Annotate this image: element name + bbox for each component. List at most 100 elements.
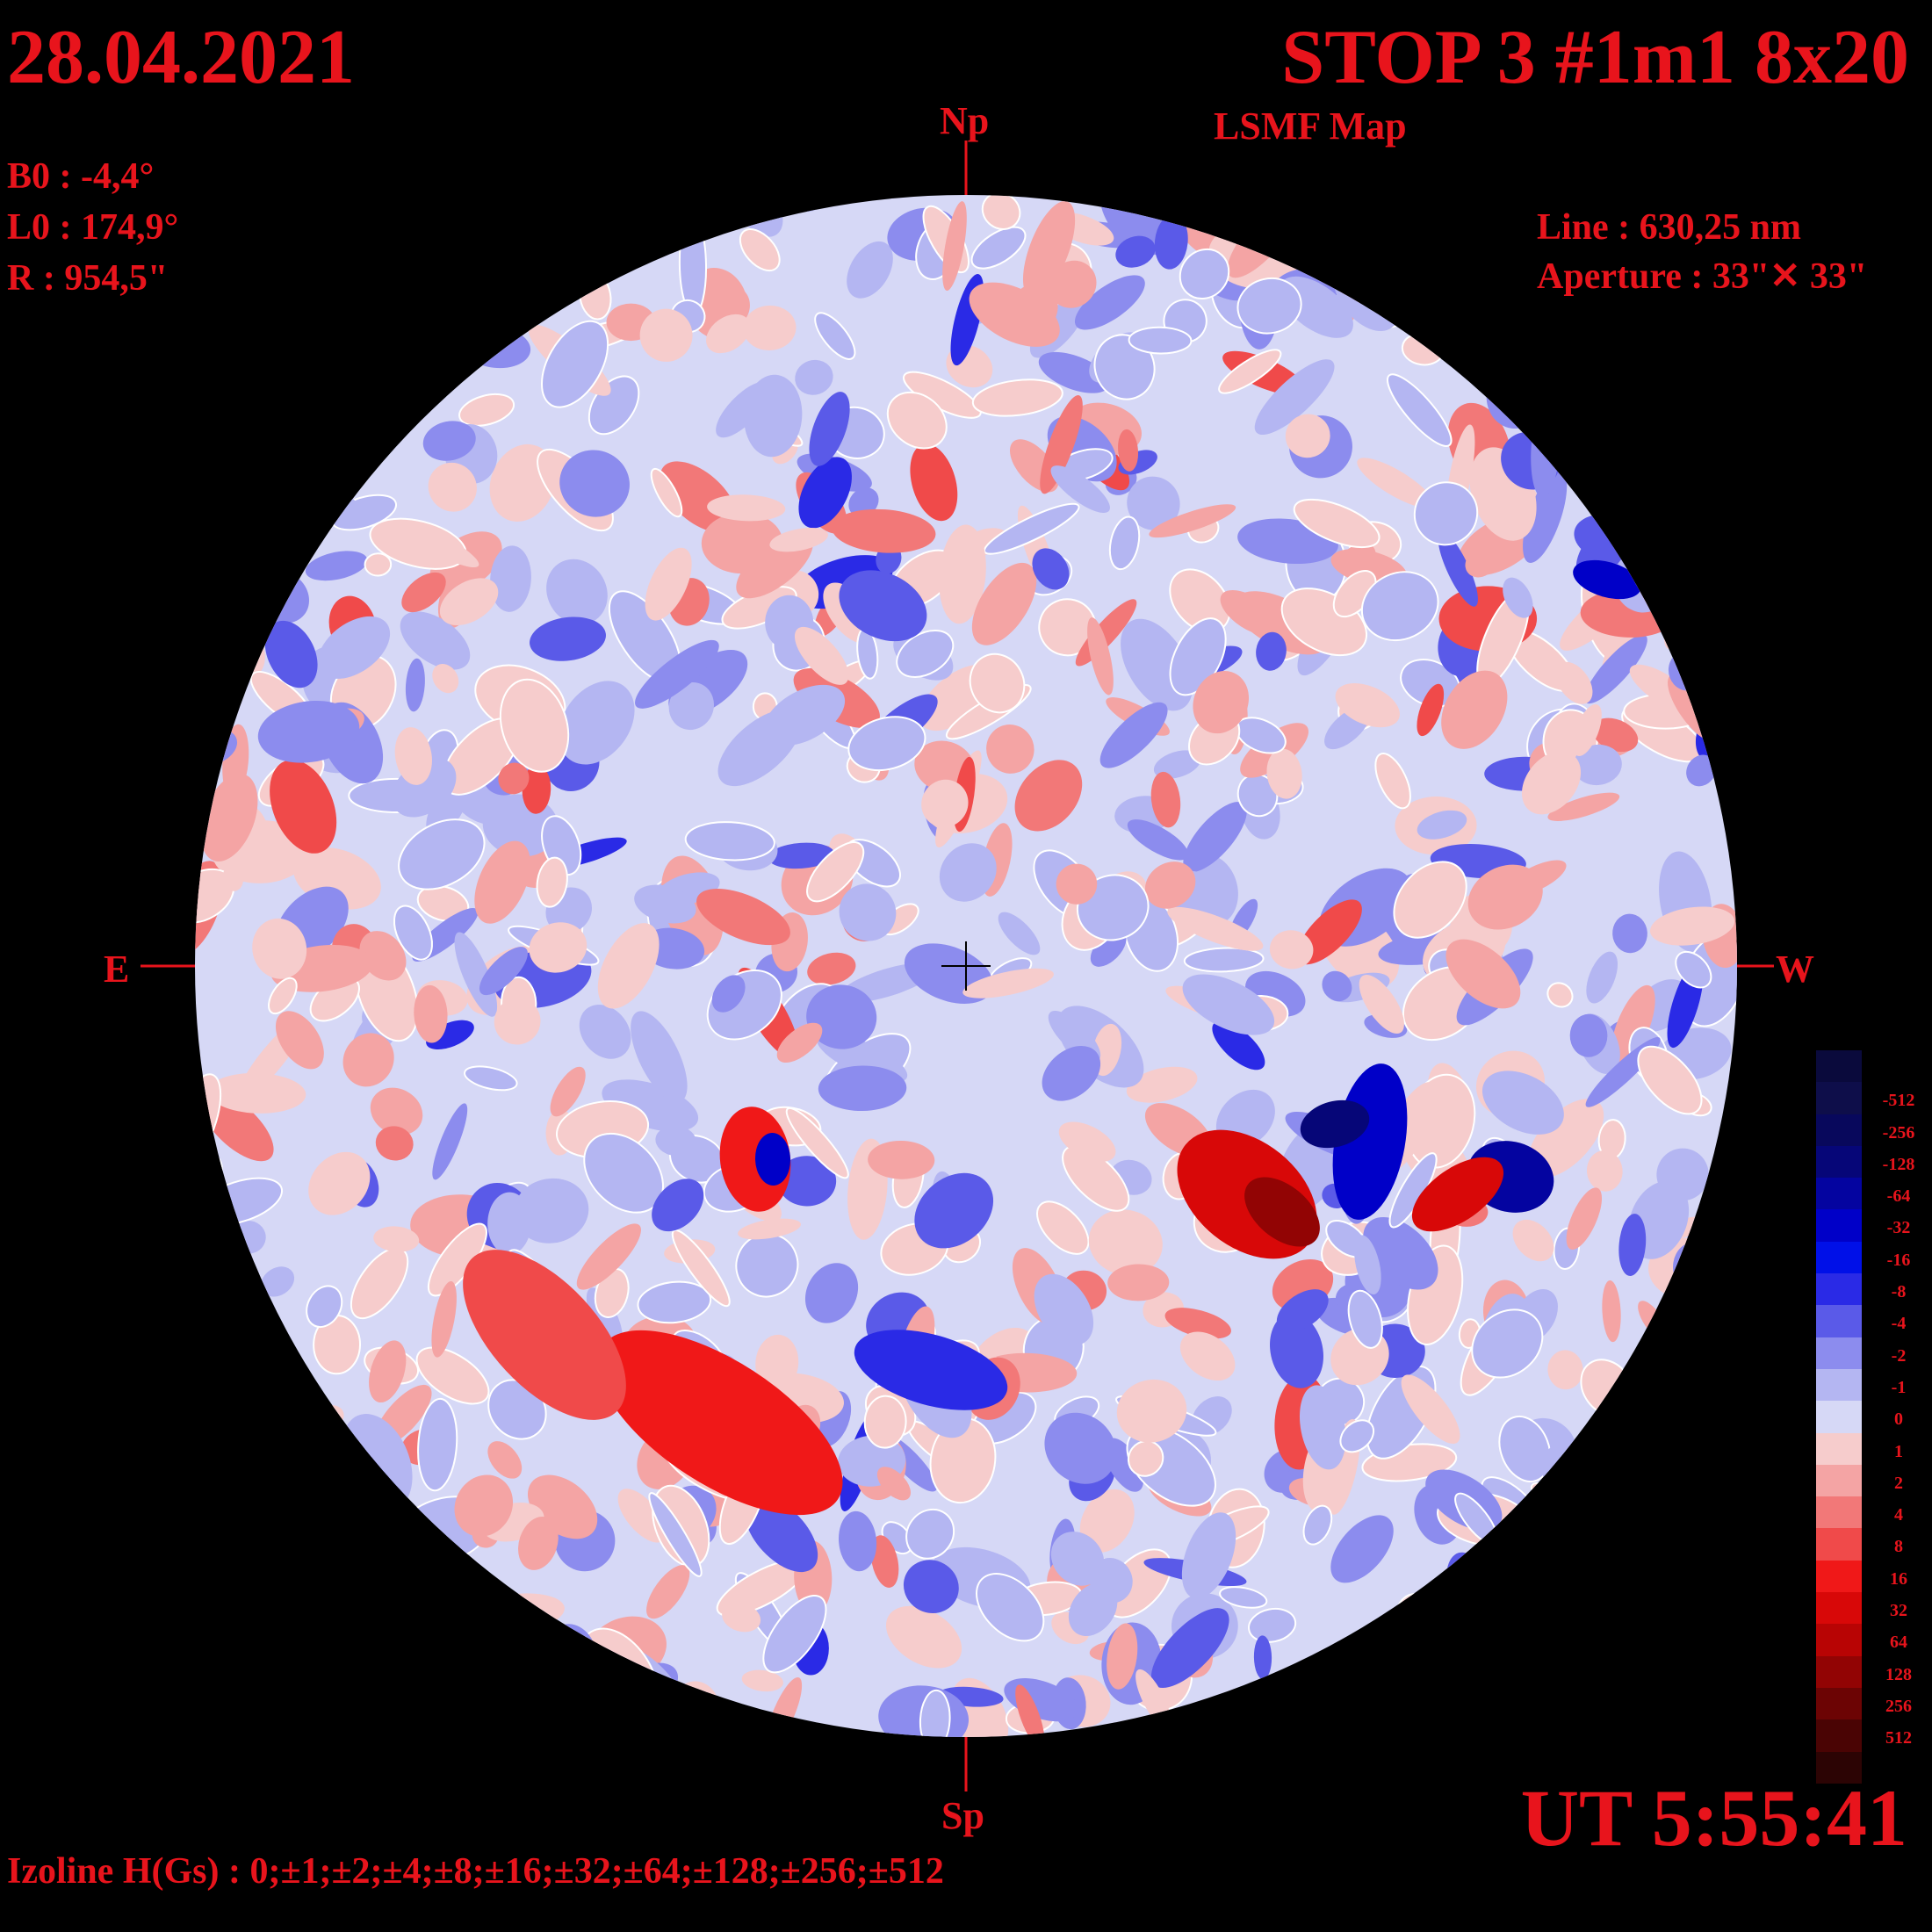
field-patch <box>971 562 1037 645</box>
field-patch <box>1104 1438 1144 1492</box>
field-patch <box>1330 1515 1394 1583</box>
field-patch <box>839 570 927 642</box>
legend-label: -1 <box>1891 1377 1907 1397</box>
field-patch <box>886 391 948 450</box>
field-patch <box>942 201 967 291</box>
field-patch <box>1074 275 1145 330</box>
legend-label: -512 <box>1882 1091 1915 1111</box>
field-patch <box>256 1503 309 1561</box>
field-patch <box>195 1597 248 1684</box>
field-patch <box>261 1545 305 1581</box>
field-patch <box>1339 1419 1375 1453</box>
field-patch <box>1149 504 1236 538</box>
field-patch <box>579 1005 631 1059</box>
legend-label: -16 <box>1886 1250 1911 1270</box>
field-patch <box>1220 589 1280 636</box>
field-patch <box>550 1066 586 1117</box>
param-radius: R : 954,5" <box>7 258 169 299</box>
field-patch <box>919 1689 951 1737</box>
field-patch <box>354 1609 409 1691</box>
field-patch <box>1440 283 1491 328</box>
field-patch <box>373 1226 420 1252</box>
field-patch <box>1038 351 1110 393</box>
east-label: E <box>104 948 130 991</box>
field-patch <box>741 1669 783 1692</box>
legend-label: -256 <box>1882 1122 1915 1143</box>
field-patch <box>1411 1157 1504 1232</box>
spectral-line: Line : 630,25 nm <box>1537 207 1802 248</box>
field-patch <box>451 1618 548 1663</box>
field-patch <box>1347 1289 1383 1349</box>
field-patch <box>1036 1200 1090 1255</box>
field-patch <box>275 1011 324 1070</box>
field-patch <box>969 282 1060 347</box>
field-patch <box>962 968 1054 998</box>
field-patch <box>211 1549 242 1588</box>
axis-ticks <box>141 141 1774 1791</box>
field-patch <box>1049 260 1097 308</box>
field-patch <box>1413 481 1479 546</box>
field-patch <box>267 977 298 1015</box>
field-patch <box>415 1346 490 1405</box>
field-patch <box>280 368 357 396</box>
legend-label: 8 <box>1894 1537 1903 1557</box>
field-patch <box>1672 1441 1712 1509</box>
field-patch <box>650 467 683 518</box>
field-patch <box>1586 1150 1623 1192</box>
field-patch <box>1586 951 1618 1004</box>
field-patch <box>1566 1187 1603 1250</box>
field-patch <box>598 1674 634 1727</box>
field-patch <box>1455 1642 1498 1705</box>
field-patch <box>868 1140 935 1179</box>
field-patch <box>1270 1313 1323 1388</box>
field-patch <box>648 1492 703 1577</box>
field-patch <box>195 330 249 364</box>
field-patch <box>1354 1235 1381 1295</box>
field-patch <box>440 245 512 288</box>
field-patch <box>1269 930 1314 970</box>
field-patch <box>634 884 696 924</box>
legend-swatch: -4 <box>1816 1305 1906 1337</box>
field-patch <box>292 1603 364 1669</box>
field-patch <box>1107 1264 1170 1301</box>
field-patch <box>806 984 877 1049</box>
field-patch <box>1690 1583 1737 1654</box>
field-patch <box>238 1410 314 1474</box>
field-patch <box>375 1126 414 1161</box>
field-patch <box>1014 760 1083 832</box>
legend-swatch <box>1816 1751 1862 1784</box>
field-patch <box>1050 1532 1105 1586</box>
field-patch <box>743 305 797 350</box>
field-patch <box>1015 1684 1045 1737</box>
field-patch <box>706 314 751 354</box>
field-patch <box>305 551 368 581</box>
field-patch <box>1022 200 1076 299</box>
field-patch <box>269 1590 300 1648</box>
field-patch <box>1597 1438 1649 1491</box>
field-patch <box>1127 819 1189 861</box>
field-patch <box>1089 1503 1125 1536</box>
field-patch <box>468 272 502 313</box>
legend-label: -8 <box>1891 1282 1907 1302</box>
field-patch <box>222 865 244 891</box>
param-b0: B0 : -4,4° <box>7 156 155 197</box>
legend-swatch: -8 <box>1816 1273 1906 1306</box>
field-patch <box>1289 195 1356 220</box>
south-pole-label: Sp <box>941 1794 984 1837</box>
field-patch <box>1662 302 1737 360</box>
legend-swatch: 128 <box>1816 1655 1912 1688</box>
field-patch <box>1503 577 1533 618</box>
field-patch <box>271 1488 349 1543</box>
field-patch <box>854 1330 1008 1410</box>
field-patch <box>1686 754 1717 787</box>
isoline-levels: Izoline H(Gs) : 0;±1;±2;±4;±8;±16;±32;±6… <box>7 1851 944 1892</box>
field-patch <box>597 923 660 1009</box>
field-patch <box>1592 717 1639 753</box>
field-patch <box>393 209 447 231</box>
field-patch <box>422 195 486 229</box>
field-patch <box>1359 974 1404 1034</box>
field-patch <box>573 1705 628 1737</box>
field-patch <box>1555 661 1593 704</box>
legend-label: 64 <box>1890 1633 1907 1653</box>
west-label: W <box>1776 948 1814 991</box>
